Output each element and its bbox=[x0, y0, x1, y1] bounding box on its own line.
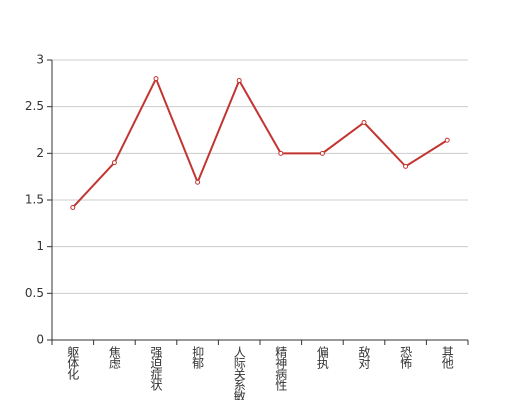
point bbox=[403, 163, 409, 169]
x-tick-label: 敌对 bbox=[357, 345, 371, 369]
y-tick-label: 1.5 bbox=[25, 193, 44, 207]
y-tick-label: 1 bbox=[36, 239, 44, 253]
x-tick-label: 精神病性 bbox=[274, 346, 288, 392]
y-tick-label: 0 bbox=[36, 333, 44, 347]
x-tick-label: 抑郁 bbox=[191, 345, 205, 370]
point bbox=[361, 120, 367, 126]
x-tick-label: 焦虑 bbox=[107, 346, 121, 369]
point bbox=[111, 160, 117, 166]
x-tick-label: 恐怖 bbox=[399, 346, 413, 369]
x-tick-label: 人际关系敏感 bbox=[232, 346, 246, 400]
y-tick-label: 0.5 bbox=[25, 286, 44, 300]
x-tick-label: 躯体化 bbox=[66, 345, 80, 381]
point bbox=[278, 150, 284, 156]
point bbox=[70, 204, 76, 210]
point bbox=[319, 150, 325, 156]
point bbox=[236, 78, 242, 84]
y-tick-label: 3 bbox=[36, 53, 44, 67]
point bbox=[153, 76, 159, 82]
y-tick-label: 2 bbox=[36, 146, 44, 160]
x-tick-label: 其他 bbox=[440, 346, 454, 369]
y-tick-label: 2.5 bbox=[25, 99, 44, 113]
point bbox=[195, 179, 201, 185]
x-tick-label: 强迫症状 bbox=[149, 346, 163, 391]
line bbox=[72, 76, 448, 209]
point bbox=[444, 137, 450, 143]
x-tick-label: 偏执 bbox=[315, 345, 329, 370]
